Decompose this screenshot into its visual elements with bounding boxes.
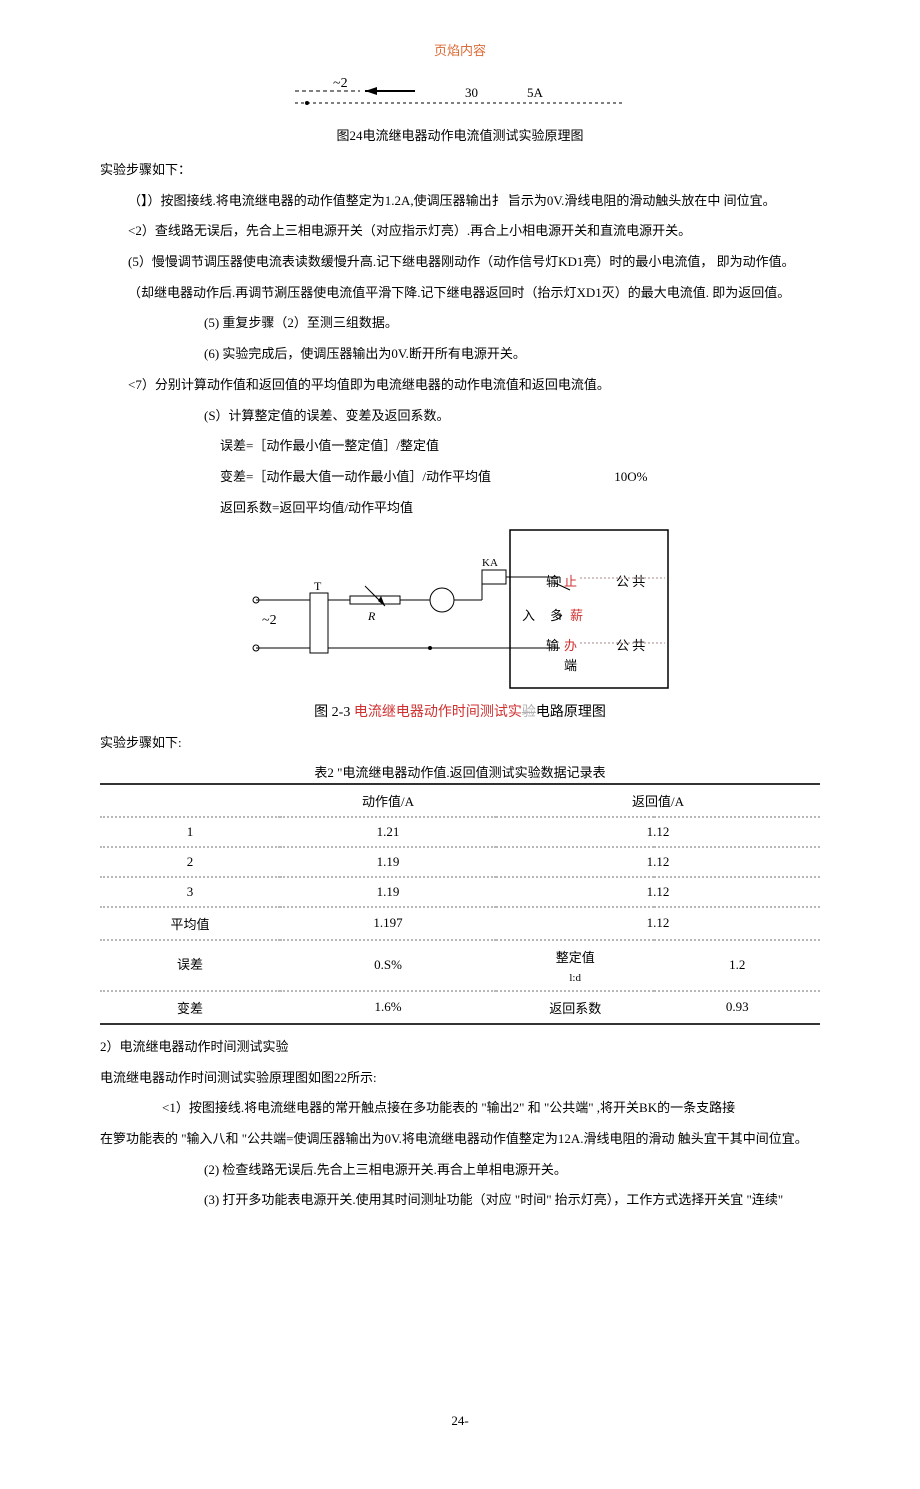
th-2: 返回值/A [496,784,820,817]
fig2-label-duo: 多 [550,608,563,623]
fig1-label-5a: 5A [527,85,544,100]
document-page: 页焰内容 ~2 30 5A 图24电流继电器动作电流值测试实验原理图 实验步骤如… [0,0,920,1489]
table-row-var: 变差 1.6% 返回系数 0.93 [100,991,820,1024]
fig2-label-xin: 薪 [570,608,583,623]
fig2-label-common1: 公 共 [616,574,645,589]
steps-heading: 实验步骤如下： [100,158,820,183]
step-s: (S）计算整定值的误差、变差及返回系数。 [100,404,820,429]
table-title: 表2 "电流继电器动作值.返回值测试实验数据记录表 [100,762,820,781]
fig2-label-output2: 输 [546,638,559,653]
table-row: 21.191.12 [100,847,820,877]
var-eq-text: 变差=［动作最大值一动作最小值］/动作平均值 [220,469,491,484]
section2-s1: <1）按图接线.将电流继电器的常开触点接在多功能表的 "输出2" 和 "公共端"… [100,1096,820,1121]
step-4: （却继电器动作后.再调节涮压器使电流值平滑下降.记下继电器返回时（抬示灯XD1灭… [100,281,820,306]
fig2-label-end: 端 [564,658,577,673]
err-equation: 误差=［动作最小值一整定值］/整定值 [100,434,820,459]
step-3: (5）慢慢调节调压器使电流表读数缓慢升高.记下继电器刚动作（动作信号灯KD1亮）… [100,250,820,275]
table-row: 31.191.12 [100,877,820,907]
section2-s2: (2) 检查线路无误后.先合上三相电源开关.再合上单相电源开关。 [100,1158,820,1183]
step-5b: (6) 实验完成后，使调压器输出为0V.断开所有电源开关。 [100,342,820,367]
fig2-cap-stroke: 验 [522,705,536,720]
fig2-label-r: R [367,609,376,623]
fig1-label-30: 30 [465,85,478,100]
figure-2-circuit: ~2 T R KA [250,528,670,693]
var-eq-pct: 10O% [614,465,647,490]
table-row: 11.211.12 [100,817,820,847]
table-header-row: 动作值/A 返回值/A [100,784,820,817]
ret-equation: 返回系数=返回平均值/动作平均值 [100,496,820,521]
data-table: 动作值/A 返回值/A 11.211.12 21.191.12 31.191.1… [100,783,820,1025]
th-0 [100,784,280,817]
fig2-label-ban: 办 [564,638,577,653]
fig2-label-ka: KA [482,557,498,569]
figure-2-caption: 图 2-3 电流继电器动作时间测试实验电路原理图 [100,701,820,721]
section2-s1b: 在箩功能表的 "输入八和 "公共端=使调压器输出为0V.将电流继电器动作值整定为… [100,1127,820,1152]
step-1: （】）按图接线.将电流继电器的动作值整定为1.2A,使调压器输出扌 旨示为0V.… [100,189,820,214]
fig1-label-tilde2: ~2 [333,76,348,91]
section2-p1: 电流继电器动作时间测试实验原理图如图22所示: [100,1066,820,1091]
table-row-err: 误差 0.S% 整定值 l:d 1.2 [100,940,820,991]
page-number: 24- [100,1413,820,1429]
th-1: 动作值/A [280,784,496,817]
step-5a: (5) 重复步骤（2）至测三组数据。 [100,311,820,336]
step-2: <2）查线路无误后，先合上三相电源开关（对应指示灯亮）.再合上小相电源开关和直流… [100,219,820,244]
fig2-label-stop: 止 [564,574,577,589]
var-equation: 变差=［动作最大值一动作最小值］/动作平均值 10O% [100,465,820,490]
page-header: 页焰内容 [100,40,820,59]
fig2-cap-red: 电流继电器动作时间测试实 [354,705,522,720]
step-7: <7）分别计算动作值和返回值的平均值即为电流继电器的动作电流值和返回电流值。 [100,373,820,398]
table-row: 平均值1.1971.12 [100,907,820,940]
steps-heading-2: 实验步骤如下: [100,731,820,756]
fig2-cap-prefix: 图 2-3 [314,705,354,720]
fig2-cap-tail: 电路原理图 [536,705,606,720]
fig2-label-output1: 输 [546,574,559,589]
fig2-label-input: 入 [522,608,535,623]
section2-s3: (3) 打开多功能表电源开关.使用其时间测址功能（对应 "时间" 抬示灯亮），工… [100,1188,820,1213]
section2-heading: 2）电流继电器动作时间测试实验 [100,1035,820,1060]
figure-1-caption: 图24电流继电器动作电流值测试实验原理图 [100,125,820,144]
fig2-label-tilde2: ~2 [262,613,277,628]
fig2-label-t: T [314,579,322,593]
figure-1-circuit: ~2 30 5A [295,69,625,117]
fig2-label-common2: 公 共 [616,638,645,653]
